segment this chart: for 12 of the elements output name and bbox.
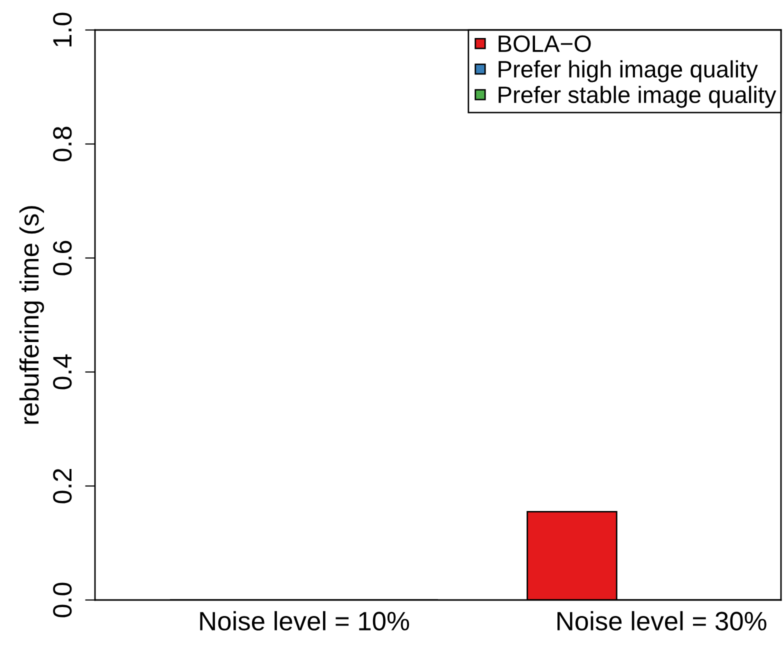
y-tick-label: 1.0	[53, 12, 72, 46]
legend-label: BOLA−O	[498, 35, 591, 52]
x-tick-label: Noise level = 10%	[200, 611, 410, 630]
y-tick-label: 0.0	[53, 582, 72, 618]
y-tick-label: 0.2	[53, 468, 72, 504]
legend-label: Prefer high image quality	[498, 60, 758, 82]
y-tick-label: 0.8	[53, 126, 72, 162]
y-tick-label: 0.6	[53, 240, 72, 276]
y-tick-label: 0.4	[53, 354, 72, 390]
y-axis-title: rebuffering time (s)	[19, 206, 44, 424]
x-tick-label: Noise level = 30%	[557, 611, 766, 630]
legend-label: Prefer stable image quality	[498, 86, 776, 108]
